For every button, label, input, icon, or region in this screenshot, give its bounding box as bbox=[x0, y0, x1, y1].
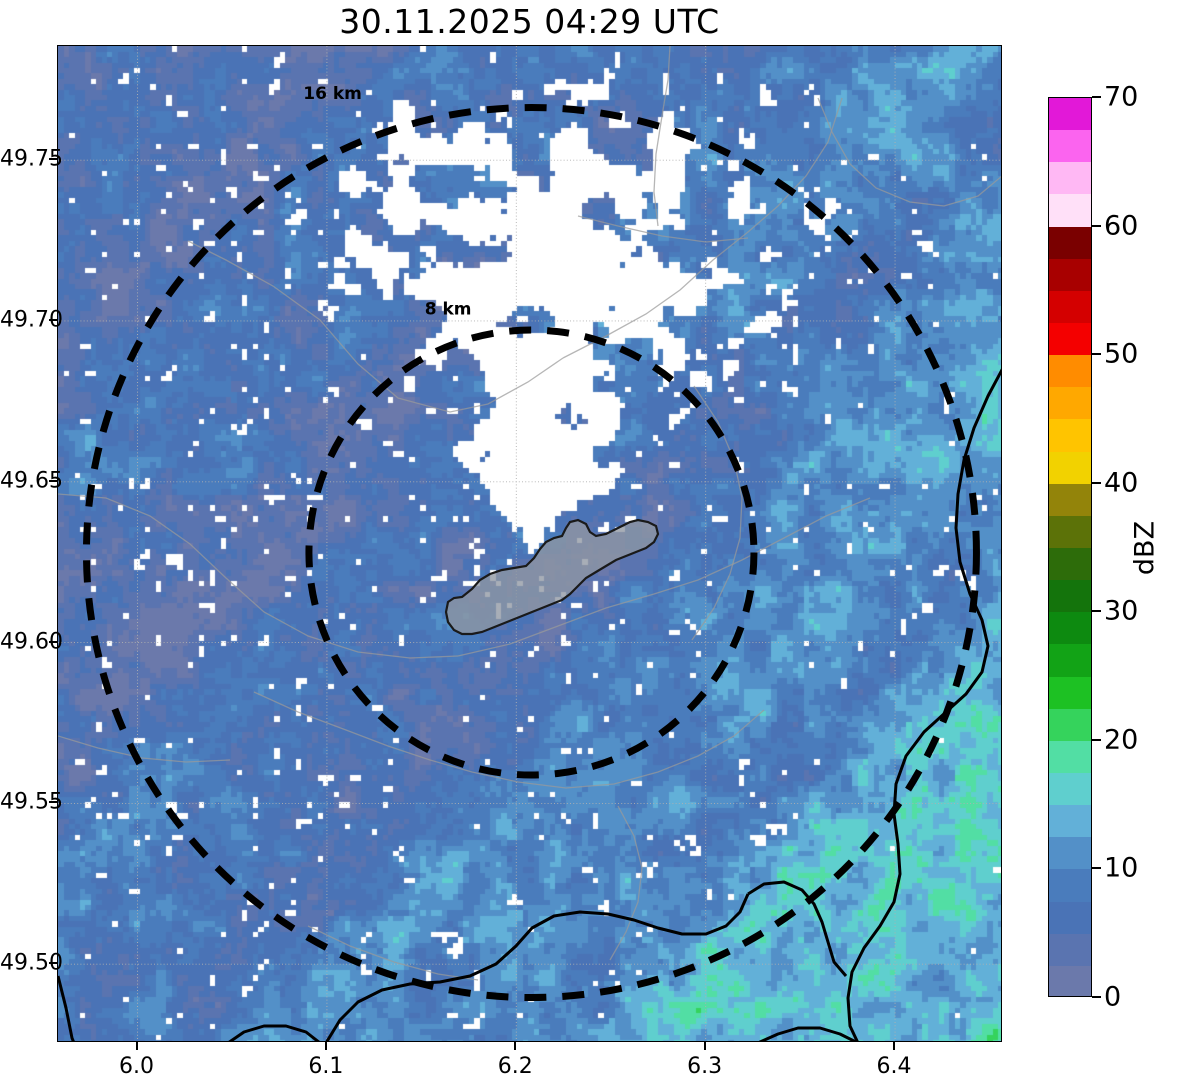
y-tick-label: 49.50 bbox=[0, 950, 63, 976]
admin-boundary-line bbox=[307, 925, 479, 981]
colorbar-band bbox=[1049, 290, 1091, 323]
range-ring-8km bbox=[305, 326, 758, 779]
country-border bbox=[747, 880, 848, 977]
country-border bbox=[228, 1024, 320, 1041]
x-tick-mark bbox=[324, 1042, 327, 1050]
colorbar-band bbox=[1049, 226, 1091, 259]
y-tick-mark bbox=[49, 962, 57, 965]
x-tick-label: 6.2 bbox=[497, 1054, 533, 1079]
radar-reflectivity-image bbox=[58, 46, 1001, 1041]
colorbar-tick-label: 60 bbox=[1104, 210, 1139, 242]
colorbar[interactable] bbox=[1048, 97, 1092, 997]
colorbar-band bbox=[1049, 708, 1091, 741]
colorbar-band bbox=[1049, 676, 1091, 709]
x-tick-label: 6.1 bbox=[308, 1054, 344, 1079]
x-tick-label: 6.4 bbox=[876, 1054, 912, 1079]
colorbar-band bbox=[1049, 483, 1091, 516]
page-title: 30.11.2025 04:29 UTC bbox=[339, 2, 720, 41]
y-tick-mark bbox=[49, 318, 57, 321]
colorbar-band bbox=[1049, 965, 1091, 996]
colorbar-band bbox=[1049, 322, 1091, 356]
country-border bbox=[325, 893, 750, 1041]
y-tick-mark bbox=[49, 479, 57, 482]
range-ring-label-8km: 8 km bbox=[425, 300, 472, 320]
colorbar-band bbox=[1049, 355, 1091, 388]
colorbar-band bbox=[1049, 547, 1091, 581]
y-tick-mark bbox=[49, 158, 57, 161]
colorbar-tick-mark bbox=[1092, 481, 1101, 484]
colorbar-tick-label: 30 bbox=[1104, 595, 1139, 627]
admin-boundary-line bbox=[562, 97, 843, 359]
colorbar-tick-mark bbox=[1092, 738, 1101, 741]
colorbar-tick-mark bbox=[1092, 867, 1101, 870]
admin-boundary-line bbox=[577, 215, 749, 243]
country-border bbox=[846, 368, 1001, 1041]
admin-boundary-line bbox=[609, 805, 643, 961]
map-overlay-layer: 16 km 8 km bbox=[58, 46, 1001, 1041]
colorbar-tick-mark bbox=[1092, 224, 1101, 227]
colorbar-tick-label: 40 bbox=[1104, 467, 1139, 499]
y-tick-label: 49.60 bbox=[0, 629, 63, 655]
y-tick-mark bbox=[49, 640, 57, 643]
colorbar-band bbox=[1049, 837, 1091, 870]
x-tick-mark bbox=[135, 1042, 138, 1050]
admin-boundary-line bbox=[691, 385, 743, 641]
colorbar-band bbox=[1049, 869, 1091, 902]
y-tick-label: 49.75 bbox=[0, 146, 63, 172]
city-boundary-polygon bbox=[444, 518, 660, 636]
colorbar-band bbox=[1049, 580, 1091, 613]
colorbar-band bbox=[1049, 194, 1091, 227]
colorbar-band bbox=[1049, 772, 1091, 806]
colorbar-tick-mark bbox=[1092, 353, 1101, 356]
admin-boundary-line bbox=[653, 46, 671, 227]
colorbar-tick-mark bbox=[1092, 996, 1101, 998]
colorbar-tick-label: 0 bbox=[1104, 981, 1122, 1013]
x-tick-mark bbox=[893, 1042, 896, 1050]
admin-boundary-line bbox=[58, 493, 459, 659]
x-tick-label: 6.0 bbox=[119, 1054, 155, 1079]
colorbar-band bbox=[1049, 98, 1091, 131]
colorbar-band bbox=[1049, 612, 1091, 645]
y-tick-label: 49.70 bbox=[0, 307, 63, 333]
y-tick-mark bbox=[49, 801, 57, 804]
radar-plot-area[interactable]: 16 km 8 km bbox=[57, 45, 1002, 1042]
colorbar-tick-label: 70 bbox=[1104, 81, 1139, 113]
x-tick-label: 6.3 bbox=[687, 1054, 723, 1079]
range-ring-label-16km: 16 km bbox=[303, 84, 362, 104]
colorbar-band bbox=[1049, 515, 1091, 548]
colorbar-band bbox=[1049, 387, 1091, 420]
x-tick-mark bbox=[703, 1042, 706, 1050]
colorbar-band bbox=[1049, 933, 1091, 966]
colorbar-tick-label: 10 bbox=[1104, 852, 1139, 884]
colorbar-tick-label: 20 bbox=[1104, 724, 1139, 756]
colorbar-band bbox=[1049, 805, 1091, 838]
country-border bbox=[58, 975, 75, 1041]
colorbar-band bbox=[1049, 162, 1091, 195]
colorbar-tick-mark bbox=[1092, 96, 1101, 98]
country-border bbox=[758, 1026, 858, 1041]
y-tick-label: 49.65 bbox=[0, 468, 63, 494]
colorbar-band bbox=[1049, 258, 1091, 291]
colorbar-tick-label: 50 bbox=[1104, 338, 1139, 370]
range-ring-16km bbox=[82, 104, 980, 1002]
colorbar-tick-mark bbox=[1092, 610, 1101, 613]
admin-boundary-line bbox=[817, 97, 1001, 207]
colorbar-band bbox=[1049, 740, 1091, 773]
admin-boundary-line bbox=[565, 709, 765, 789]
colorbar-band bbox=[1049, 419, 1091, 452]
colorbar-band bbox=[1049, 451, 1091, 484]
admin-boundary-line bbox=[187, 240, 564, 413]
colorbar-band bbox=[1049, 644, 1091, 677]
x-tick-mark bbox=[514, 1042, 517, 1050]
colorbar-title: dBZ bbox=[1129, 520, 1161, 576]
admin-boundary-line bbox=[58, 735, 231, 763]
colorbar-band bbox=[1049, 130, 1091, 163]
colorbar-band bbox=[1049, 901, 1091, 934]
admin-boundary-line bbox=[253, 691, 567, 789]
y-tick-label: 49.55 bbox=[0, 789, 63, 815]
admin-boundary-line bbox=[457, 497, 871, 657]
